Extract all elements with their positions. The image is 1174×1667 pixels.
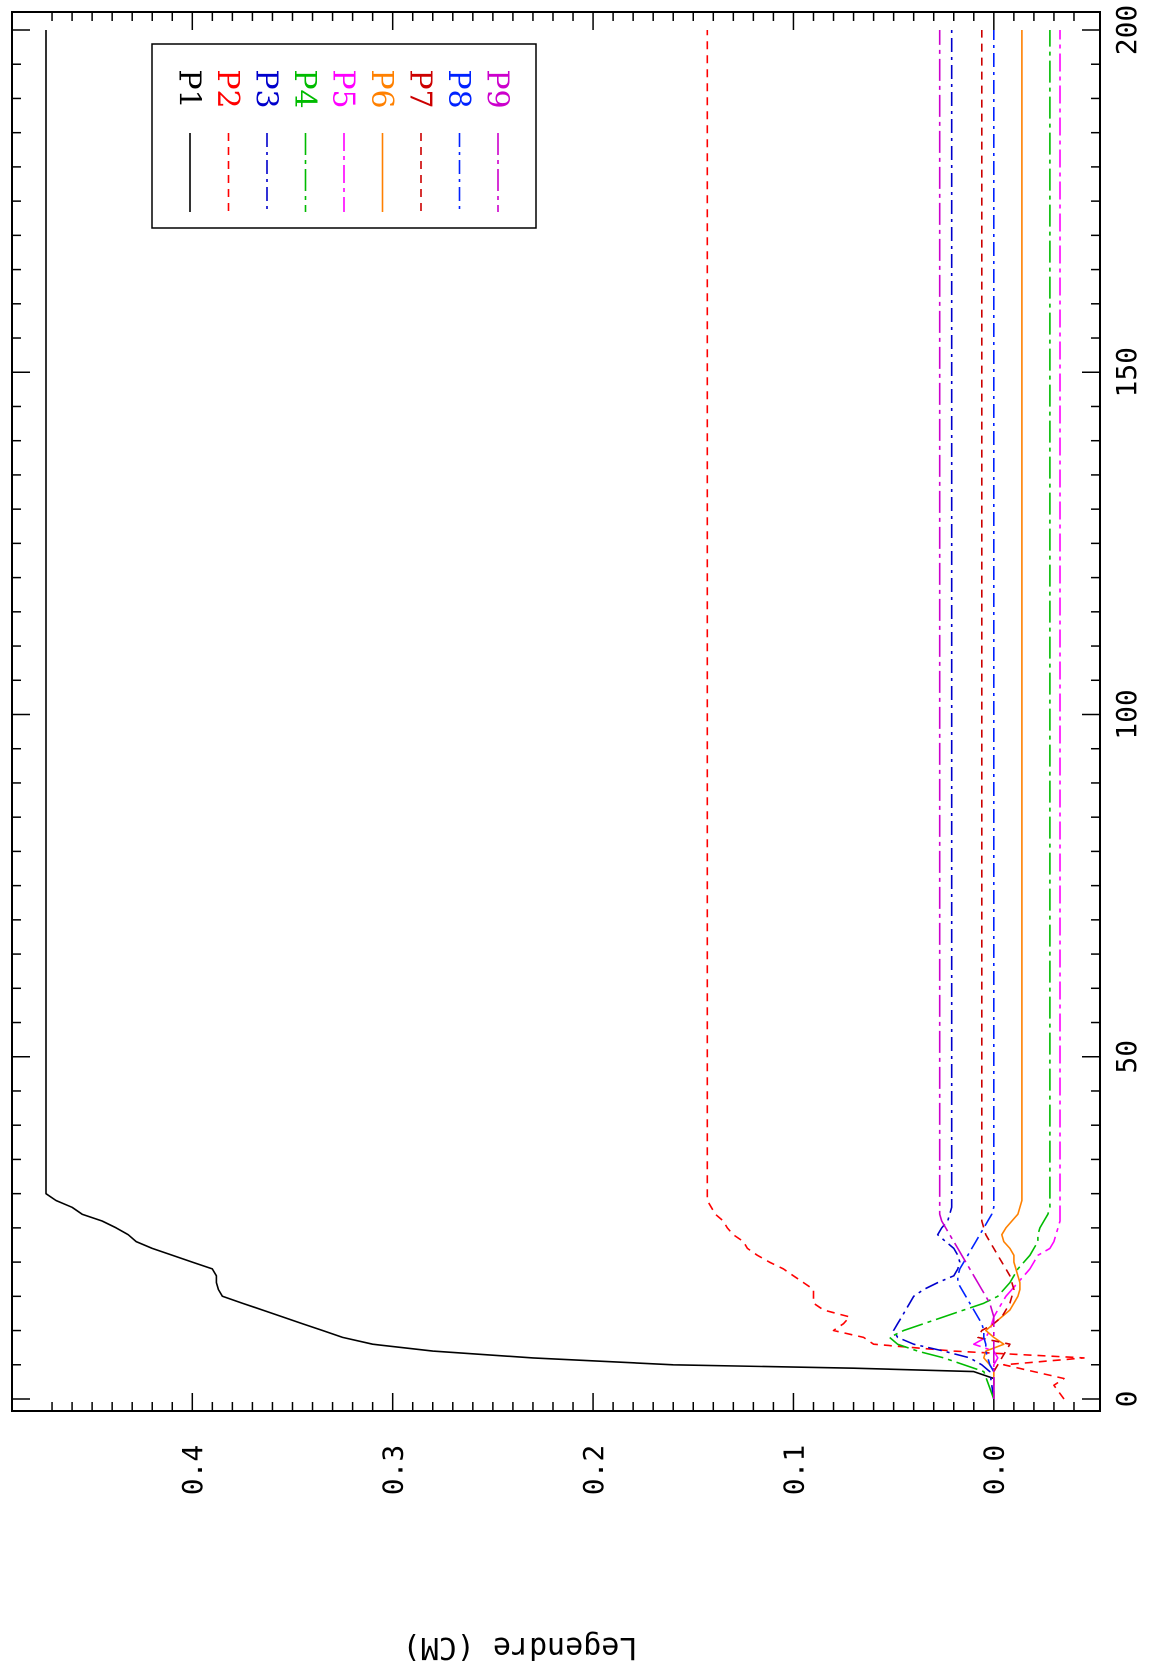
- legend-label-p5: P5: [326, 69, 361, 108]
- y-tick-label: 0.0: [978, 1445, 1011, 1496]
- plot-frame: [11, 11, 1101, 1412]
- series-line-p9: [938, 30, 995, 1399]
- series-line-p1: [45, 30, 995, 1386]
- series-line-p2: [706, 30, 1085, 1400]
- legend: P1 P2 P3 P4 P5 P6 P7 P8 P9: [151, 43, 537, 229]
- legend-label-p8: P8: [441, 69, 476, 108]
- x-tick-label: 0: [1110, 1391, 1143, 1408]
- series-line-p5: [972, 30, 1061, 1399]
- x-tick-label: 150: [1110, 347, 1143, 398]
- y-tick-label: 0.2: [577, 1445, 610, 1496]
- tick-labels: 0 50 100 150 200 0.0 0.1 0.2 0.3 0.4: [176, 5, 1143, 1496]
- axis-ticks: [12, 12, 1100, 1411]
- legend-label-p3: P3: [249, 69, 284, 108]
- series-line-p4: [888, 30, 1051, 1400]
- series-layer: [45, 30, 1085, 1400]
- x-tick-label: 100: [1110, 689, 1143, 740]
- legend-label-p2: P2: [210, 69, 245, 108]
- x-tick-label: 50: [1110, 1040, 1143, 1074]
- y-axis-label: Legendre (CM): [403, 1630, 638, 1665]
- y-tick-label: 0.3: [376, 1445, 409, 1496]
- x-tick-label: 200: [1110, 5, 1143, 56]
- legend-label-p9: P9: [480, 69, 515, 108]
- y-tick-label: 0.1: [777, 1445, 810, 1496]
- series-line-p7: [976, 30, 1015, 1399]
- series-line-p6: [982, 30, 1023, 1399]
- legend-label-p1: P1: [172, 69, 207, 108]
- legend-label-p7: P7: [403, 69, 438, 108]
- series-line-p3: [892, 30, 995, 1400]
- legend-label-p6: P6: [364, 69, 399, 108]
- series-line-p8: [956, 30, 995, 1399]
- y-tick-label: 0.4: [176, 1445, 209, 1496]
- legend-label-p4: P4: [287, 69, 322, 108]
